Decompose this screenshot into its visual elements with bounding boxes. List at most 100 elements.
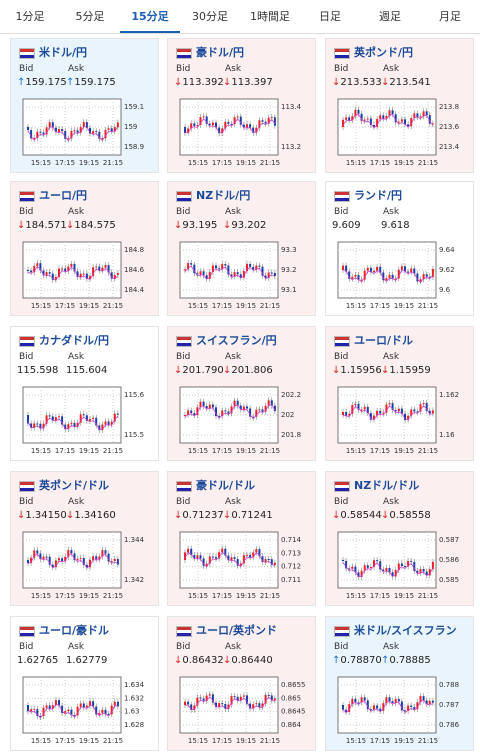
candle-body [95,556,98,560]
trend-arrow: ↓ [223,655,232,666]
tab[interactable]: 月足 [439,10,461,23]
flag-icon [176,48,192,59]
candle-body [273,272,276,277]
candle-body [255,549,258,553]
ask-label: Ask [225,352,242,362]
flag-icon [19,626,35,637]
ask-value: ↓0.58558 [381,510,431,521]
candle-body [193,123,196,126]
candle-body [242,271,245,278]
candle-body [354,274,357,277]
candle-body [273,698,276,701]
bid-label: Bid [19,207,34,217]
candle-body [61,558,64,562]
ask-label: Ask [383,352,400,362]
candle-body [211,694,214,703]
rate-card[interactable]: ユーロ/英ポンド Bid Ask ↓0.86432 ↓0.86440 0.8655 0.86… [167,616,316,751]
tab[interactable]: 日足 [319,10,341,23]
candle-body [233,272,236,277]
candle-body [73,553,76,561]
candle-body [236,559,239,566]
x-tick-label: 17:15 [370,447,390,455]
rate-card[interactable]: NZドル/ドル Bid Ask ↓0.58544 ↓0.58558 0.587 0.586 0… [325,471,474,606]
candle-body [107,553,110,562]
ask-value: ↑0.78885 [381,655,431,666]
tab[interactable]: 1時間足 [250,10,290,23]
ask-price: 0.58558 [389,510,431,521]
tab[interactable]: 週足 [379,10,401,23]
rate-card[interactable]: 米ドル/円 Bid Ask ↑159.175 ↑159.175 159.1 159 158.9… [10,38,159,173]
candle-body [230,123,233,125]
rate-card[interactable]: NZドル/円 Bid Ask ↓93.195 ↓93.202 93.3 93.2 93.1 15… [167,181,316,316]
candle-body [79,127,82,133]
candle-body [431,268,434,278]
tab[interactable]: 5分足 [75,10,105,23]
trend-arrow: ↓ [381,77,390,88]
candle-body [425,111,428,116]
bid-price: 159.175 [25,77,67,88]
candle-body [76,130,79,133]
rate-card[interactable]: ランド/円 Bid Ask 9.609 9.618 9.64 9.62 9.6 15:15 17:… [325,181,474,316]
rate-card[interactable]: ユーロ/ドル Bid Ask ↓1.15956 ↓1.15959 1.162 1.16 15:… [325,326,474,461]
y-tick-label: 184.6 [124,266,145,274]
y-tick-label: 0.864 [281,721,302,729]
y-tick-label: 0.786 [439,721,460,729]
candle-body [360,697,363,703]
candle-body [388,697,391,702]
candle-body [110,128,113,132]
candle-body [270,559,273,565]
candle-body [221,703,224,705]
candle-body [110,560,113,562]
candle-body [369,267,372,273]
candle-body [252,552,255,558]
candle-body [218,127,221,134]
ask-label: Ask [225,642,242,652]
candle-body [363,270,366,280]
y-tick-label: 213.4 [439,143,460,151]
candle-body [215,556,217,559]
candle-body [236,272,239,275]
candle-body [27,127,29,130]
tab[interactable]: 1分足 [15,10,45,23]
rate-card[interactable]: 英ポンド/ドル Bid Ask ↓1.34150 ↓1.34160 1.344 1.342 1… [10,471,159,606]
candle-body [79,414,82,423]
moving-average [342,562,434,578]
candle-body [400,119,403,122]
candle-body [39,131,42,133]
rate-card[interactable]: ユーロ/豪ドル Bid Ask 1.62765 1.62779 1.634 1.632 1.6… [10,616,159,751]
candle-body [407,705,410,711]
candle-body [385,278,388,281]
trend-arrow: ↓ [332,77,341,88]
x-tick-label: 21:15 [103,447,123,455]
candle-body [85,122,88,128]
candle-body [230,557,233,561]
y-tick-label: 202 [281,411,294,419]
trend-arrow: ↓ [381,510,390,521]
candle-body [230,274,233,277]
candle-body [89,559,91,568]
pair-name: ユーロ/英ポンド [196,624,278,637]
candle-body [95,706,98,715]
flag-icon [176,191,192,202]
rate-card[interactable]: 豪ドル/ドル Bid Ask ↓0.71237 ↓0.71241 0.714 0.713 0.… [167,471,316,606]
candle-body [357,702,360,704]
candle-body [208,556,211,564]
ask-label: Ask [383,642,400,652]
pair-name: 豪ドル/ドル [196,479,256,492]
candle-body [422,403,425,405]
pair-name: スイスフラン/円 [196,334,277,347]
rate-card[interactable]: スイスフラン/円 Bid Ask ↓201.790 ↓201.806 202.2 202 20… [167,326,316,461]
rate-card[interactable]: 英ポンド/円 Bid Ask ↓213.533 ↓213.541 213.8 213.6 21… [325,38,474,173]
rate-card[interactable]: カナダドル/円 Bid Ask 115.598 115.604 115.6 115.5 15:… [10,326,159,461]
candle-body [342,560,344,562]
x-tick-label: 15:15 [346,592,366,600]
candle-body [397,121,400,123]
rate-card[interactable]: ユーロ/円 Bid Ask ↓184.571 ↓184.575 184.8 184.6 184… [10,181,159,316]
rate-card[interactable]: 豪ドル/円 Bid Ask ↓113.392 ↓113.397 113.4 113.2 15:… [167,38,316,173]
tab[interactable]: 15分足 [120,0,180,33]
candle-body [407,560,410,567]
y-tick-label: 1.344 [124,536,145,544]
y-tick-label: 113.4 [281,103,302,111]
tab[interactable]: 30分足 [192,10,228,23]
rate-card[interactable]: 米ドル/スイスフラン Bid Ask ↑0.78870 ↑0.78885 0.788 0.7… [325,616,474,751]
